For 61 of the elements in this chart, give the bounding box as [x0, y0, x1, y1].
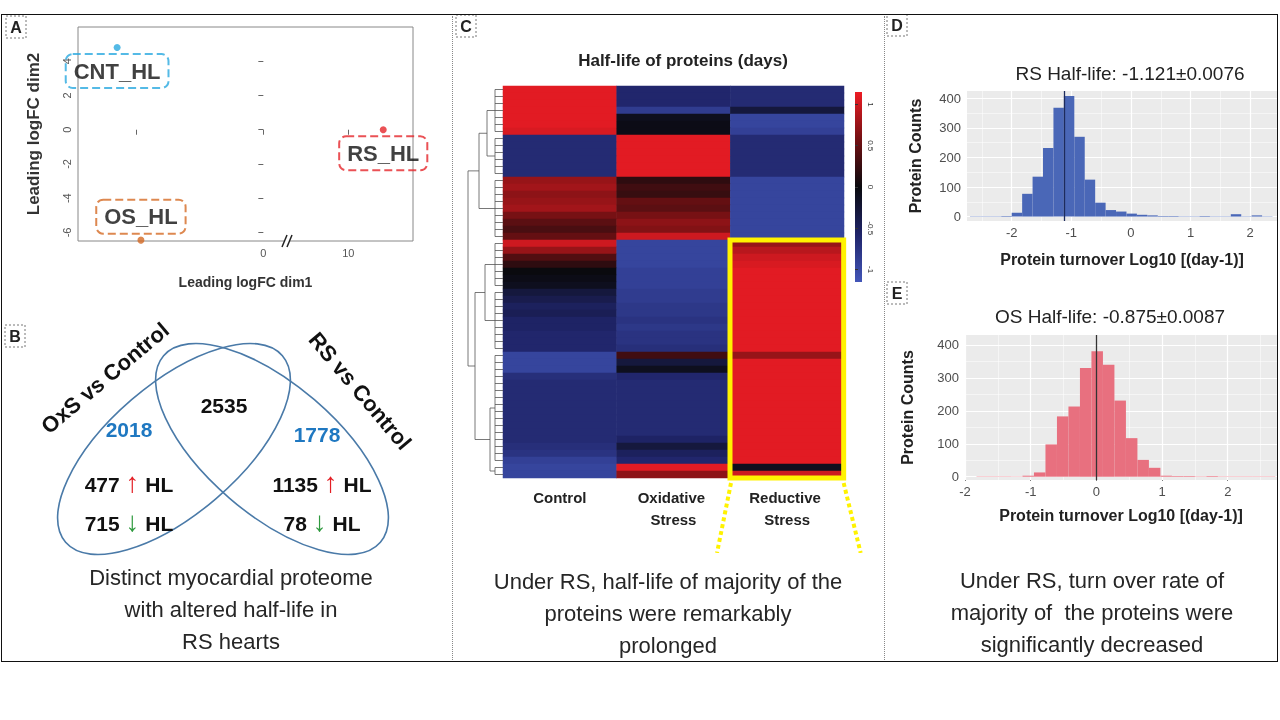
x-tick-label: Control	[533, 488, 587, 506]
data-label: 477 ↑ HL	[84, 467, 174, 499]
text: Distinct myocardial proteome with altered half-life in RS hearts	[89, 564, 373, 654]
x-tick-label: 0	[1092, 484, 1100, 499]
color-bar-label: 0	[865, 184, 875, 190]
y-tick-label: 400	[937, 337, 959, 353]
chart-title: Half-life of proteins (days)	[578, 51, 788, 70]
data-label: 715 ↓ HL	[84, 506, 174, 538]
y-tick-label: 200	[937, 403, 959, 419]
chart-title: RS Half-life: -1.121±0.0076	[1015, 63, 1245, 84]
y-tick-label: 0	[951, 469, 959, 485]
series-label: RS_HL	[347, 140, 420, 166]
x-tick-label: -2	[1005, 225, 1018, 240]
y-tick-label: 300	[939, 120, 961, 136]
y-tick-label: -4	[60, 193, 73, 204]
x-tick-label: 1	[1158, 484, 1166, 499]
x-tick-label: 10	[342, 246, 355, 259]
x-tick-label: 0	[1127, 225, 1135, 240]
x-tick-label: 1	[1186, 225, 1195, 240]
y-axis-title: Protein Counts	[906, 98, 924, 214]
y-tick-label: 0	[60, 126, 73, 133]
data-label: 78 ↓ HL	[283, 506, 361, 538]
x-axis-title: Protein turnover Log10 [(day-1)]	[999, 506, 1243, 524]
chart-title: OS Half-life: -0.875±0.0087	[994, 306, 1226, 327]
data-label: 1135 ↑ HL	[272, 467, 372, 499]
y-axis-title: Protein Counts	[898, 350, 916, 465]
series-label: OS_HL	[104, 204, 178, 230]
text: B	[9, 327, 21, 345]
y-tick-label: 300	[937, 370, 959, 386]
color-bar-label: 1	[865, 102, 875, 108]
color-bar-label: 0.5	[865, 140, 875, 152]
color-bar-label: -0.5	[865, 221, 875, 236]
y-axis-title: Leading logFC dim2	[24, 52, 43, 216]
y-tick-label: 4	[60, 58, 73, 65]
x-tick-label: 2	[1246, 225, 1254, 240]
y-tick-label: -2	[60, 159, 73, 169]
series-label: CNT_HL	[73, 58, 161, 84]
text: E	[891, 284, 903, 302]
y-tick-label: 100	[939, 179, 961, 195]
y-tick-label: 400	[939, 90, 961, 106]
x-axis-title: Leading logFC dim1	[178, 274, 313, 290]
text: A	[10, 18, 23, 36]
x-tick-label: Oxidative Stress	[637, 488, 710, 528]
data-label: 1778	[293, 422, 341, 446]
y-tick-label: 2	[60, 92, 73, 99]
y-tick-label: -6	[60, 227, 73, 238]
y-tick-label: 200	[939, 149, 961, 165]
x-tick-label: Reductive Stress	[749, 488, 826, 528]
text: Under RS, half-life of majority of the proteins were remarkably prolonged	[493, 568, 843, 658]
y-tick-label: 100	[937, 436, 959, 452]
x-tick-label: -1	[1065, 225, 1078, 240]
text: D	[891, 16, 903, 34]
color-bar-label: -1	[865, 266, 875, 274]
text: C	[460, 17, 473, 35]
x-tick-label: -1	[1024, 484, 1037, 499]
x-axis-title: Protein turnover Log10 [(day-1)]	[1000, 250, 1244, 268]
text: Under RS, turn over rate of majority of the proteins were significantly decreased	[950, 567, 1234, 657]
x-tick-label: 2	[1224, 484, 1232, 499]
y-tick-label: 0	[953, 209, 961, 225]
data-label: 2018	[105, 417, 153, 441]
text: 2535	[200, 393, 248, 417]
